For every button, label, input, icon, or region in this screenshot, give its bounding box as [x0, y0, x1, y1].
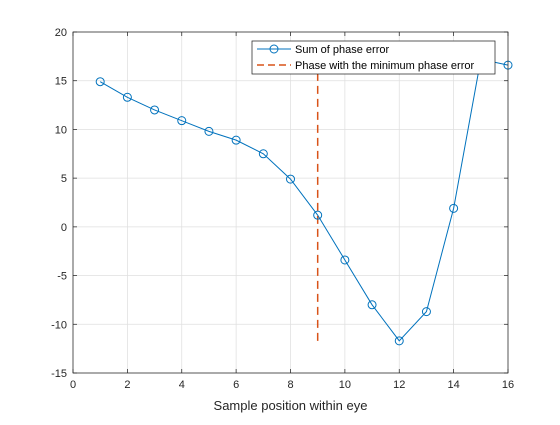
- data-point: [313, 210, 323, 220]
- y-tick-label: 5: [61, 173, 67, 185]
- x-tick-label: 2: [124, 379, 130, 391]
- data-point: [286, 174, 295, 184]
- sum-phase-error-line: [99, 58, 509, 342]
- y-tick-label: 0: [61, 222, 67, 234]
- data-point: [367, 300, 377, 310]
- x-tick-label: 6: [233, 379, 239, 391]
- y-tick-label: 20: [55, 27, 67, 39]
- data-point: [421, 307, 431, 317]
- data-point: [204, 126, 214, 136]
- data-point: [449, 203, 459, 213]
- y-tick-label: 15: [55, 76, 67, 88]
- x-tick-label: 8: [287, 379, 293, 391]
- x-tick-label: 16: [502, 379, 514, 391]
- y-tick-label: -5: [57, 271, 67, 283]
- y-tick-label: -15: [51, 368, 67, 380]
- data-point: [340, 255, 350, 265]
- x-tick-label: 4: [179, 379, 185, 391]
- legend: Sum of phase error Phase with the minimu…: [251, 40, 496, 75]
- data-point: [177, 116, 187, 126]
- data-point: [394, 336, 404, 346]
- x-axis-label: Sample position within eye: [214, 398, 368, 413]
- legend-marker-sum: [269, 44, 279, 54]
- x-tick-label: 12: [393, 379, 405, 391]
- legend-label-sum: Sum of phase error: [295, 44, 389, 56]
- x-tick-label: 14: [448, 379, 460, 391]
- data-point: [95, 77, 105, 87]
- legend-label-min: Phase with the minimum phase error: [295, 60, 474, 72]
- axis-ticks: 0 2 4 6 8 10 12 14 16 -15 -10 -5 0 5 10 15 20: [51, 27, 514, 391]
- y-tick-label: -10: [51, 319, 67, 331]
- x-tick-label: 10: [339, 379, 351, 391]
- x-tick-label: 0: [70, 379, 76, 391]
- data-point: [258, 149, 268, 159]
- legend-box: [251, 40, 496, 75]
- data-point: [150, 105, 160, 115]
- series-layer: [95, 54, 513, 346]
- y-tick-label: 10: [55, 124, 67, 136]
- data-point: [231, 135, 241, 145]
- data-point: [122, 92, 132, 102]
